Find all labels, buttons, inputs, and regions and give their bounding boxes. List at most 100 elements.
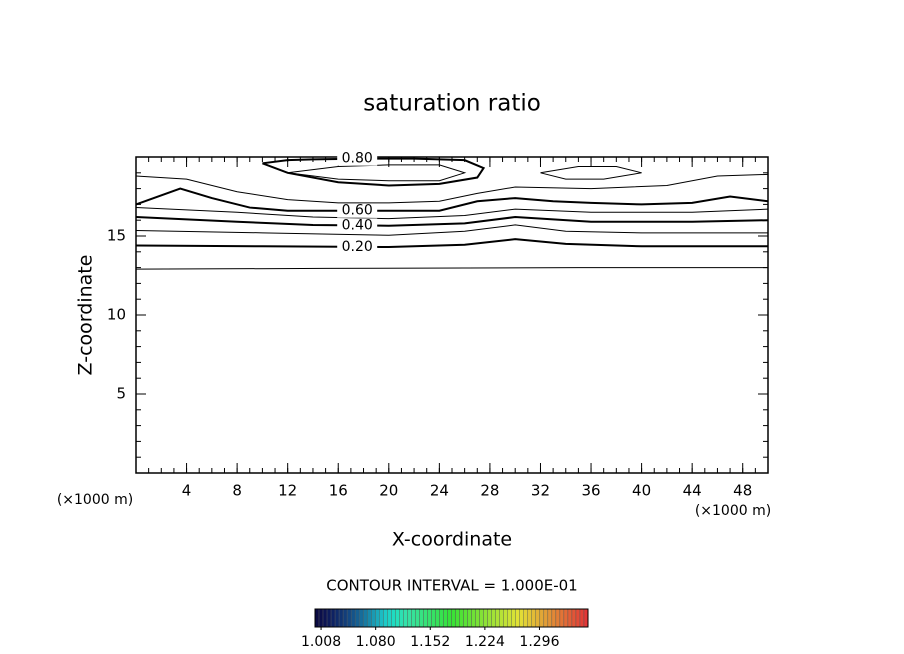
chart-title: saturation ratio	[363, 91, 541, 117]
colorbar-stripe	[387, 608, 392, 628]
x-tick-label: 12	[278, 482, 297, 500]
contour-line	[136, 224, 768, 236]
colorbar-stripe	[395, 608, 400, 628]
colorbar-stripe	[475, 608, 480, 628]
colorbar-stripe	[322, 608, 328, 628]
colorbar-tick-label: 1.224	[465, 634, 505, 650]
colorbar-tick-label: 1.080	[356, 634, 396, 650]
colorbar-stripe	[330, 608, 336, 628]
colorbar-stripe	[567, 608, 573, 628]
colorbar-stripe	[547, 608, 553, 628]
x-tick-label: 8	[232, 482, 242, 500]
y-tick-label: 5	[116, 385, 126, 403]
contour-label: 0.40	[342, 217, 373, 233]
colorbar-stripe	[415, 608, 420, 628]
contour-line	[136, 187, 768, 212]
x-tick-label: 4	[182, 482, 192, 500]
colorbar-stripe	[467, 608, 472, 628]
x-tick-label: 20	[379, 482, 398, 500]
contour-layer	[136, 157, 768, 270]
colorbar-stripe	[555, 608, 561, 628]
colorbar-stripe	[326, 608, 332, 628]
x-tick-label: 48	[733, 482, 752, 500]
colorbar-stripe	[419, 608, 424, 628]
colorbar-stripe	[411, 608, 416, 628]
colorbar-stripe	[391, 608, 396, 628]
x-tick-label: 28	[480, 482, 499, 500]
colorbar-stripe	[571, 608, 577, 628]
colorbar-stripe	[338, 608, 344, 628]
colorbar-stripe	[507, 608, 512, 628]
colorbar-stripe	[583, 608, 589, 628]
contour-line	[540, 165, 642, 180]
colorbar-stripe	[447, 608, 452, 628]
colorbar-tick-label: 1.008	[301, 634, 341, 650]
colorbar-stripe	[491, 608, 496, 628]
contour-label-bg	[337, 151, 378, 166]
colorbar-tick-label: 1.296	[519, 634, 559, 650]
colorbar-stripe	[423, 608, 428, 628]
colorbar-stripe	[354, 608, 360, 628]
contour-interval: CONTOUR INTERVAL = 1.000E-01	[326, 577, 577, 595]
colorbar-stripe	[551, 608, 557, 628]
colorbar-stripe	[342, 608, 348, 628]
colorbar-stripe	[543, 608, 549, 628]
contour-label: 0.20	[342, 239, 373, 255]
colorbar-stripe	[559, 608, 565, 628]
colorbar-stripe	[523, 608, 528, 628]
colorbar-frame	[314, 608, 589, 628]
colorbar-stripe	[519, 608, 524, 628]
colorbar-stripe	[350, 608, 356, 628]
x-tick-label: 40	[632, 482, 651, 500]
colorbar-tick-label: 1.152	[410, 634, 450, 650]
colorbar-stripe	[366, 608, 372, 628]
colorbar-stripe	[346, 608, 352, 628]
contour-line	[136, 173, 768, 204]
colorbar-stripe	[527, 608, 532, 628]
colorbar-stripe	[479, 608, 484, 628]
colorbar-stripe	[539, 608, 545, 628]
contour-line	[136, 267, 768, 270]
x-tick-label: 24	[430, 482, 449, 500]
colorbar-stripe	[487, 608, 492, 628]
contour-label: 0.60	[342, 203, 373, 219]
colorbar-stripe	[463, 608, 468, 628]
x-axis-label: X-coordinate	[392, 529, 512, 551]
colorbar-stripe	[499, 608, 504, 628]
y-axis-label: Z-coordinate	[75, 255, 97, 376]
colorbar-stripe	[483, 608, 488, 628]
colorbar-stripe	[443, 608, 448, 628]
colorbar-stripe	[407, 608, 412, 628]
colorbar-stripe	[455, 608, 460, 628]
colorbar-stripe	[314, 608, 320, 628]
colorbar-stripe	[495, 608, 500, 628]
colorbar-stripe	[511, 608, 516, 628]
x-tick-label: 44	[683, 482, 702, 500]
colorbar-stripe	[435, 608, 440, 628]
colorbar-stripe	[375, 608, 380, 628]
x-tick-label: 32	[531, 482, 550, 500]
contour-label-bg	[337, 203, 378, 218]
contour-label-bg	[337, 218, 378, 233]
colorbar-stripe	[439, 608, 444, 628]
colorbar-stripe	[535, 608, 541, 628]
colorbar-stripe	[379, 608, 384, 628]
contour-line	[136, 238, 768, 249]
x-tick-label: 16	[329, 482, 348, 500]
colorbar-stripe	[383, 608, 388, 628]
contour-line	[287, 164, 467, 182]
colorbar-stripe	[318, 608, 324, 628]
colorbar-stripe	[371, 608, 376, 628]
contour-line	[136, 207, 768, 220]
colorbar-stripe	[575, 608, 581, 628]
x-unit-label: (×1000 m)	[695, 503, 771, 519]
colorbar-stripe	[531, 608, 537, 628]
colorbar-stripe	[399, 608, 404, 628]
colorbar-stripe	[431, 608, 436, 628]
x-unit-label: (×1000 m)	[57, 492, 133, 508]
colorbar-stripe	[451, 608, 456, 628]
colorbar-stripe	[503, 608, 508, 628]
contour-line	[136, 216, 768, 227]
colorbar-stripe	[459, 608, 464, 628]
